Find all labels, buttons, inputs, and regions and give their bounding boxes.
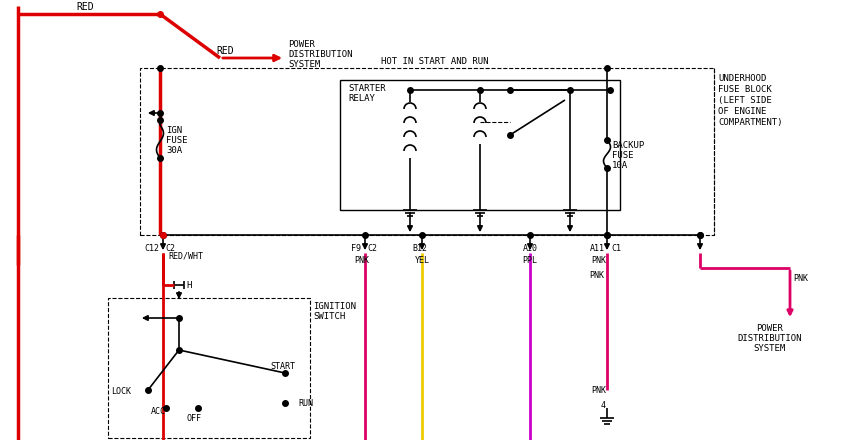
Text: STARTER: STARTER	[348, 84, 386, 92]
Text: PPL: PPL	[523, 256, 537, 264]
Text: OF ENGINE: OF ENGINE	[718, 106, 766, 116]
Text: UNDERHOOD: UNDERHOOD	[718, 73, 766, 83]
Text: RELAY: RELAY	[348, 94, 375, 103]
Text: POWER: POWER	[756, 323, 783, 333]
Text: C2: C2	[367, 243, 377, 253]
Text: IGNITION: IGNITION	[313, 301, 356, 311]
Text: B12: B12	[413, 243, 427, 253]
Text: A11: A11	[590, 243, 605, 253]
Text: LOCK: LOCK	[111, 386, 131, 396]
Text: PNK: PNK	[591, 256, 607, 264]
Text: SYSTEM: SYSTEM	[754, 344, 786, 352]
Text: 30A: 30A	[166, 146, 182, 154]
Text: HOT IN START AND RUN: HOT IN START AND RUN	[382, 56, 489, 66]
Text: C2: C2	[165, 243, 175, 253]
Bar	[140, 68, 714, 235]
Text: PNK: PNK	[793, 274, 808, 282]
Text: RED: RED	[217, 46, 233, 56]
Text: START: START	[270, 362, 295, 370]
Text: SYSTEM: SYSTEM	[288, 59, 321, 69]
Text: PNK: PNK	[354, 256, 370, 264]
Text: PNK: PNK	[591, 385, 607, 395]
Text: RED/WHT: RED/WHT	[168, 252, 203, 260]
Text: C12: C12	[144, 243, 159, 253]
Text: OFF: OFF	[186, 414, 201, 422]
Text: A10: A10	[523, 243, 537, 253]
Text: FUSE: FUSE	[612, 150, 634, 160]
Text: (LEFT SIDE: (LEFT SIDE	[718, 95, 772, 105]
Text: YEL: YEL	[415, 256, 430, 264]
Text: 4: 4	[601, 400, 606, 410]
Text: FUSE: FUSE	[166, 136, 188, 144]
Text: H: H	[186, 281, 191, 290]
Text: C1: C1	[611, 243, 621, 253]
Text: DISTRIBUTION: DISTRIBUTION	[288, 50, 353, 59]
Text: COMPARTMENT): COMPARTMENT)	[718, 117, 783, 127]
Text: RUN: RUN	[298, 399, 313, 407]
Bar	[108, 298, 310, 438]
Text: PNK: PNK	[589, 271, 604, 279]
Text: DISTRIBUTION: DISTRIBUTION	[738, 334, 802, 342]
Text: IGN: IGN	[166, 125, 182, 135]
Text: ACC: ACC	[151, 407, 166, 415]
Text: RED: RED	[76, 2, 94, 12]
Text: 10A: 10A	[612, 161, 628, 169]
Text: BACKUP: BACKUP	[612, 140, 645, 150]
Text: FUSE BLOCK: FUSE BLOCK	[718, 84, 772, 94]
Bar	[340, 80, 620, 210]
Text: F9: F9	[351, 243, 361, 253]
Text: SWITCH: SWITCH	[313, 312, 345, 320]
Text: POWER: POWER	[288, 40, 315, 48]
